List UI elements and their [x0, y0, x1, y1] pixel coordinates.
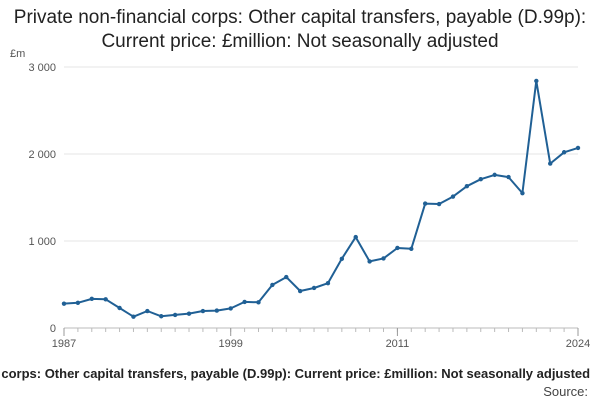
data-point — [395, 245, 400, 251]
data-point — [478, 177, 483, 182]
y-tick-label: 3 000 — [28, 62, 56, 74]
data-point — [186, 311, 192, 316]
data-point — [228, 306, 233, 311]
data-point — [89, 296, 94, 302]
data-point — [117, 305, 122, 311]
data-point — [436, 201, 442, 207]
data-point — [450, 194, 456, 199]
data-point — [103, 297, 108, 302]
x-tick-label: 2024 — [566, 338, 590, 350]
data-points — [61, 78, 581, 319]
data-point — [325, 280, 331, 286]
series-line — [63, 79, 579, 318]
data-point — [367, 259, 372, 264]
data-point — [242, 299, 247, 305]
data-point — [353, 234, 358, 240]
data-point — [506, 174, 511, 180]
data-point — [464, 183, 470, 189]
data-point — [270, 282, 275, 288]
data-point — [311, 285, 317, 291]
y-axis-unit-label: £m — [10, 48, 25, 60]
data-point — [297, 288, 303, 294]
footer-source: Source: — [543, 384, 588, 399]
gridlines — [64, 66, 578, 329]
data-point — [422, 201, 428, 206]
data-point — [75, 300, 81, 305]
data-point — [61, 301, 67, 306]
data-point — [520, 190, 525, 196]
series-line-layer — [63, 79, 579, 318]
y-tick-label: 0 — [50, 323, 56, 335]
data-point — [381, 256, 386, 261]
data-point — [284, 274, 289, 280]
data-point — [561, 150, 567, 155]
data-point — [534, 78, 539, 84]
x-tick-label: 1987 — [52, 338, 76, 350]
data-point — [159, 314, 164, 319]
y-tick-label: 1 000 — [28, 236, 56, 248]
data-point — [409, 246, 414, 252]
axes — [63, 328, 579, 336]
x-tick-label: 2011 — [386, 338, 410, 350]
y-tick-label: 2 000 — [28, 149, 56, 161]
data-point — [492, 172, 497, 178]
x-tick-label: 1999 — [218, 338, 242, 350]
data-point — [131, 314, 136, 319]
data-point — [339, 256, 345, 262]
data-point — [145, 308, 150, 314]
data-point — [548, 161, 553, 166]
data-point — [575, 145, 581, 151]
data-point — [214, 308, 220, 313]
data-point — [172, 312, 178, 318]
chart-title: Private non-financial corps: Other capit… — [13, 7, 587, 52]
data-point — [200, 308, 206, 314]
footer-caption: Private non-financial corps: Other capit… — [0, 366, 591, 381]
data-point — [256, 300, 261, 305]
tick-labels: 0 1 000 2 000 3 000£m 1987 1999 2011 2024 — [10, 48, 590, 350]
